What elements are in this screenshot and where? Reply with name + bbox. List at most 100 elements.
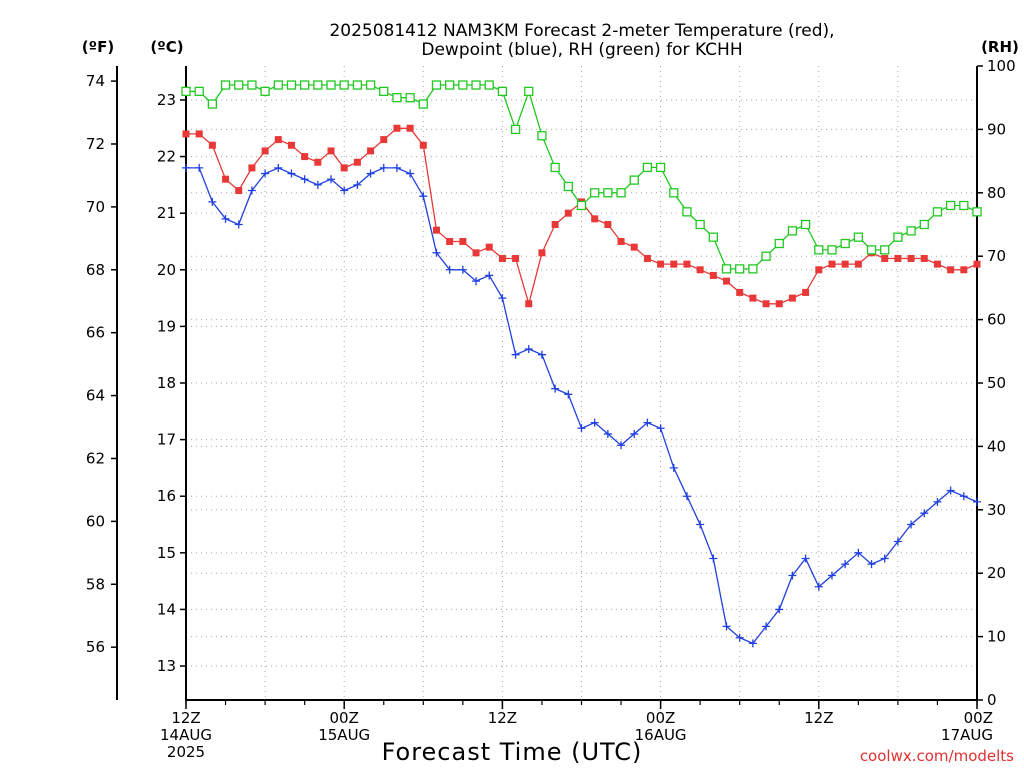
rh-point bbox=[234, 80, 244, 90]
rh-point bbox=[880, 245, 890, 255]
rh-point bbox=[286, 80, 297, 90]
temperature-point bbox=[802, 288, 810, 296]
chart-title-line-2: Dewpoint (blue), RH (green) for KCHH bbox=[421, 40, 742, 60]
dewpoint-point bbox=[775, 605, 784, 614]
celsius-tick-label: 13 bbox=[157, 657, 176, 675]
x-tick-label: 15AUG bbox=[318, 726, 370, 744]
rh-point bbox=[194, 86, 204, 97]
dewpoint-point bbox=[617, 441, 626, 450]
temperature-point bbox=[406, 124, 414, 132]
fahrenheit-unit-label: (ºF) bbox=[82, 38, 114, 56]
rh-point bbox=[748, 264, 758, 274]
celsius-tick-label: 19 bbox=[157, 317, 176, 335]
celsius-tick-label: 23 bbox=[157, 91, 176, 109]
temperature-point bbox=[670, 260, 678, 268]
temperature-point bbox=[775, 300, 783, 308]
dewpoint-point bbox=[682, 492, 691, 501]
dewpoint-point bbox=[603, 429, 612, 438]
rh-point bbox=[893, 232, 903, 242]
rh-point bbox=[550, 162, 560, 173]
celsius-tick-label: 22 bbox=[157, 148, 176, 166]
dewpoint-point bbox=[748, 639, 757, 648]
rh-tick-label: 10 bbox=[987, 628, 1006, 646]
fahrenheit-tick-label: 56 bbox=[86, 638, 105, 656]
rh-point bbox=[629, 175, 639, 185]
temperature-point bbox=[301, 153, 309, 161]
temperature-point bbox=[182, 130, 190, 138]
rh-point bbox=[708, 232, 718, 242]
dewpoint-point bbox=[445, 265, 454, 274]
rh-point bbox=[260, 86, 270, 97]
fahrenheit-tick-label: 62 bbox=[86, 449, 105, 467]
dewpoint-point bbox=[880, 554, 889, 563]
rh-tick-label: 100 bbox=[987, 57, 1016, 75]
rh-tick-label: 70 bbox=[987, 247, 1006, 265]
dewpoint-point bbox=[537, 350, 546, 359]
rh-point bbox=[959, 200, 969, 211]
temperature-point bbox=[604, 221, 612, 228]
x-tick-label: 14AUG bbox=[160, 726, 212, 744]
dewpoint-point bbox=[735, 633, 744, 642]
dewpoint-point bbox=[827, 571, 836, 580]
celsius-tick-label: 17 bbox=[157, 431, 176, 449]
rh-point bbox=[866, 245, 877, 255]
rh-point bbox=[405, 93, 415, 103]
rh-point bbox=[814, 245, 824, 255]
rh-tick-label: 80 bbox=[987, 184, 1006, 202]
temperature-point bbox=[314, 158, 322, 166]
temperature-point bbox=[393, 124, 401, 132]
temperature-point bbox=[525, 300, 533, 308]
temperature-point bbox=[327, 147, 335, 155]
rh-point bbox=[932, 207, 943, 217]
temperature-point bbox=[287, 141, 295, 149]
rh-point bbox=[642, 162, 653, 173]
temperature-point bbox=[446, 237, 454, 245]
fahrenheit-tick-label: 72 bbox=[86, 135, 105, 153]
axes bbox=[111, 65, 983, 709]
rh-tick-label: 40 bbox=[987, 437, 1006, 455]
dewpoint-point bbox=[261, 169, 270, 178]
temperature-point bbox=[340, 164, 348, 172]
rh-point bbox=[774, 238, 784, 249]
dewpoint-point bbox=[907, 520, 916, 529]
dewpoint-point bbox=[564, 390, 573, 399]
dewpoint-point bbox=[498, 294, 507, 303]
temperature-point bbox=[854, 260, 862, 268]
rh-point bbox=[524, 86, 534, 97]
rh-point bbox=[669, 188, 679, 198]
rh-point bbox=[220, 80, 231, 90]
rh-point bbox=[800, 219, 811, 230]
x-tick-label: 17AUG bbox=[941, 726, 993, 744]
dewpoint-point bbox=[195, 163, 204, 172]
temperature-point bbox=[630, 243, 638, 251]
temperature-point bbox=[815, 266, 823, 274]
temperature-point bbox=[380, 136, 388, 144]
dewpoint-point bbox=[419, 192, 428, 201]
celsius-unit-label: (ºC) bbox=[150, 38, 183, 56]
rh-point bbox=[445, 80, 455, 90]
dewpoint-point bbox=[247, 186, 256, 195]
celsius-tick-label: 20 bbox=[157, 261, 176, 279]
dewpoint-point bbox=[959, 492, 968, 501]
temperature-point bbox=[749, 294, 757, 302]
dewpoint-point bbox=[379, 163, 388, 172]
dewpoint-point bbox=[524, 345, 533, 354]
temperature-point bbox=[709, 271, 717, 279]
celsius-tick-label: 21 bbox=[157, 204, 176, 222]
rh-point bbox=[840, 238, 850, 249]
fahrenheit-tick-label: 64 bbox=[86, 387, 105, 405]
celsius-tick-label: 16 bbox=[157, 487, 176, 505]
rh-point bbox=[339, 80, 349, 90]
temperature-point bbox=[222, 175, 230, 183]
rh-tick-label: 30 bbox=[987, 501, 1006, 519]
dewpoint-point bbox=[590, 418, 599, 427]
rh-point bbox=[313, 80, 323, 90]
temperature-point bbox=[683, 260, 691, 268]
x-tick-label: 2025 bbox=[167, 743, 205, 761]
dewpoint-point bbox=[485, 271, 494, 280]
temperature-point bbox=[367, 147, 375, 155]
rh-point bbox=[735, 264, 745, 274]
rh-point bbox=[616, 188, 626, 198]
rh-point bbox=[458, 80, 468, 90]
